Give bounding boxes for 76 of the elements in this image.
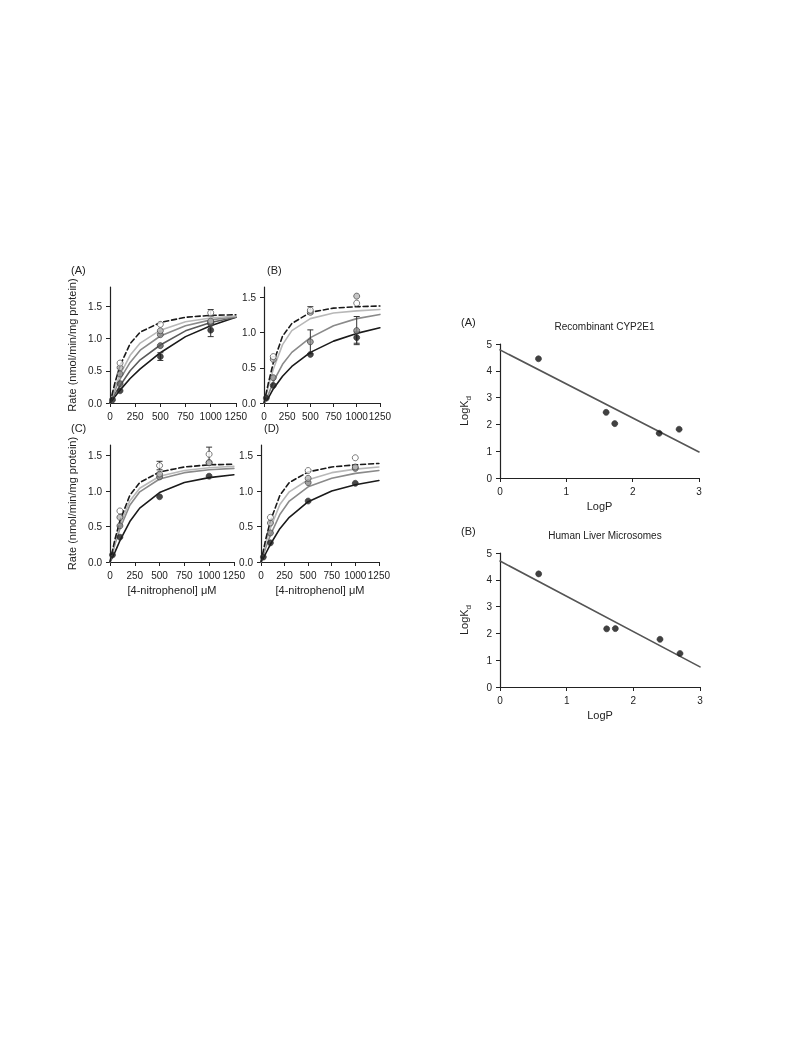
y-tick-label: 4 xyxy=(486,365,493,377)
x-tick-label: 0 xyxy=(261,410,268,422)
x-tick-label: 0 xyxy=(497,485,504,497)
y-tick-label: 1.5 xyxy=(239,450,254,462)
y-tick-label: 1 xyxy=(486,654,493,666)
y-tick-label: 1.5 xyxy=(88,450,103,462)
x-tick-label: 250 xyxy=(126,569,144,581)
x-tick-label: 1000 xyxy=(197,569,221,581)
y-axis-title: Rate (nmol/min/mg protein) xyxy=(65,436,78,571)
y-axis-title: Rate (nmol/min/mg protein) xyxy=(65,278,78,412)
y-tick-label: 5 xyxy=(486,547,493,559)
x-tick-label: 2 xyxy=(630,694,637,706)
x-tick-label: 1000 xyxy=(344,569,367,581)
y-tick-label: 2 xyxy=(486,627,493,639)
y-tick-label: 0.0 xyxy=(242,397,257,409)
y-tick-label: 0 xyxy=(486,681,493,693)
x-tick-label: 1 xyxy=(563,485,570,497)
y-tick-label: 1.0 xyxy=(88,333,103,345)
y-tick-label: 0.5 xyxy=(88,365,103,377)
x-tick-label: 2 xyxy=(629,485,636,497)
y-tick-label: 0 xyxy=(486,472,493,484)
x-tick-label: 3 xyxy=(696,485,703,497)
y-tick-label: 0.5 xyxy=(239,521,254,533)
y-tick-label: 0.5 xyxy=(88,521,103,533)
y-tick-label: 1 xyxy=(486,445,493,457)
x-tick-label: 250 xyxy=(278,410,296,422)
chart-title: (C) xyxy=(71,421,87,434)
chart-title: (A) xyxy=(71,263,86,276)
x-axis-title: LogP xyxy=(586,500,613,513)
chart-title: (B) xyxy=(267,263,282,276)
x-tick-label: 250 xyxy=(276,569,294,581)
y-tick-label: 1.0 xyxy=(239,485,254,497)
y-tick-label: 1.5 xyxy=(88,300,103,312)
x-axis-title: LogP xyxy=(587,709,613,722)
y-axis-title: LogKd xyxy=(458,604,473,636)
x-tick-label: 1000 xyxy=(345,410,369,422)
y-tick-label: 0.0 xyxy=(239,556,254,568)
x-tick-label: 0 xyxy=(107,569,114,581)
y-tick-label: 0.0 xyxy=(88,556,103,568)
y-tick-label: 3 xyxy=(486,392,493,404)
x-tick-label: 250 xyxy=(126,410,144,422)
y-tick-label: 5 xyxy=(486,338,493,350)
x-axis-title: [4-nitrophenol] μM xyxy=(275,584,365,597)
x-tick-label: 0 xyxy=(258,569,265,581)
x-tick-label: 750 xyxy=(325,410,343,422)
y-tick-label: 3 xyxy=(486,601,493,613)
y-tick-label: 0.0 xyxy=(88,397,103,409)
text: (B) xyxy=(461,524,476,537)
y-tick-label: 1.0 xyxy=(242,327,257,339)
x-tick-label: 1250 xyxy=(367,569,391,581)
x-tick-label: 3 xyxy=(697,694,704,706)
x-tick-label: 500 xyxy=(302,410,320,422)
x-tick-label: 1250 xyxy=(224,410,248,422)
x-tick-label: 0 xyxy=(107,410,114,422)
x-axis-title: [4-nitrophenol] μM xyxy=(127,584,217,597)
x-tick-label: 1000 xyxy=(199,410,223,422)
x-tick-label: 750 xyxy=(177,410,195,422)
chart-title: (D) xyxy=(264,421,280,434)
y-tick-label: 2 xyxy=(486,418,493,430)
x-tick-label: 1250 xyxy=(222,569,246,581)
chart-title: Human Liver Microsomes xyxy=(548,529,662,541)
x-tick-label: 500 xyxy=(299,569,317,581)
x-tick-label: 1250 xyxy=(368,410,392,422)
x-tick-label: 500 xyxy=(151,569,169,581)
y-tick-label: 4 xyxy=(486,574,493,586)
x-tick-label: 750 xyxy=(323,569,341,581)
text: (A) xyxy=(461,315,476,328)
x-tick-label: 0 xyxy=(497,694,504,706)
y-tick-label: 1.5 xyxy=(242,292,257,304)
y-axis-title: LogKd xyxy=(458,395,473,427)
chart-title: Recombinant CYP2E1 xyxy=(554,320,655,332)
x-tick-label: 750 xyxy=(175,569,194,581)
x-tick-label: 500 xyxy=(152,410,170,422)
x-tick-label: 1 xyxy=(563,694,570,706)
y-tick-label: 0.5 xyxy=(242,362,257,374)
y-tick-label: 1.0 xyxy=(88,485,103,497)
